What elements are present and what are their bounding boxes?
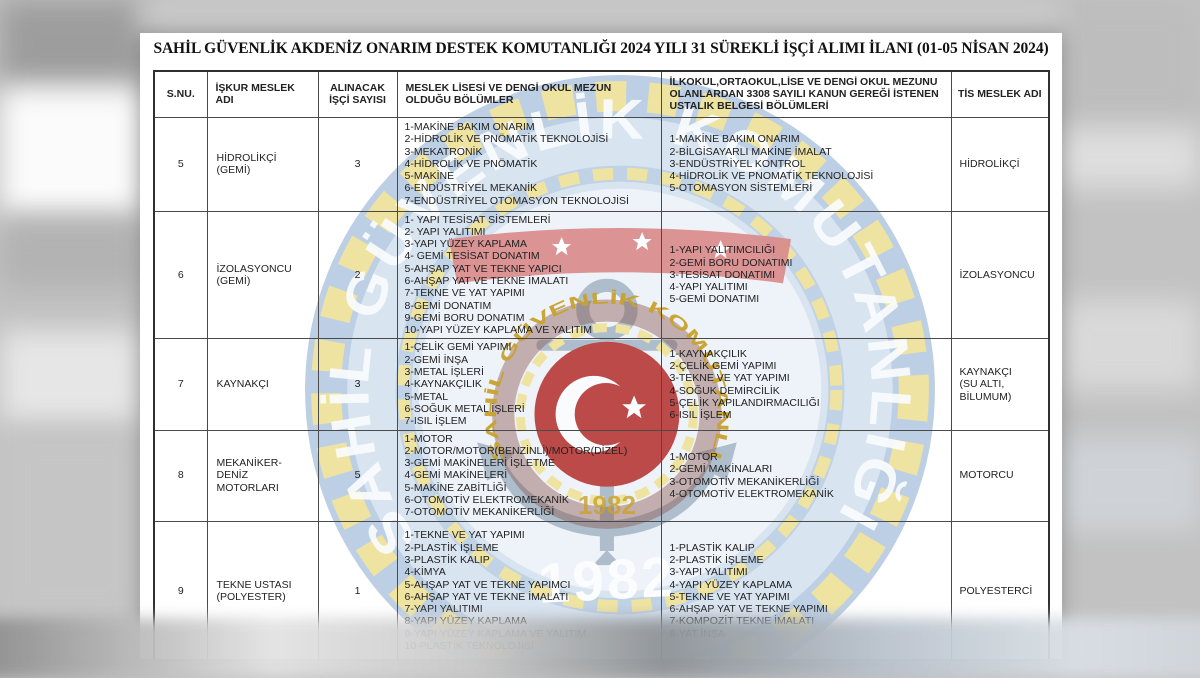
column-header-worker-count: ALINACAK İŞÇİ SAYISI: [317, 70, 398, 118]
worker-count-cell: 3: [317, 116, 398, 212]
table-row: 8 MEKANİKER- DENİZ MOTORLARI 5 1-MOTOR 2…: [153, 429, 1050, 522]
vocational-school-departments-cell: 1-MAKİNE BAKIM ONARIM 2-HİDROLİK VE PNÖM…: [396, 116, 662, 212]
tis-occupation-cell: HİDROLİKÇİ: [950, 116, 1050, 212]
worker-count-cell: 3: [317, 338, 398, 431]
iskur-occupation-cell: HİDROLİKÇİ (GEMİ): [206, 116, 319, 212]
mastery-certificate-departments-cell: 1-MOTOR 2-GEMİ MAKİNALARI 3-OTOMOTİV MEK…: [660, 429, 952, 522]
column-header-vocational-departments: MESLEK LİSESİ VE DENGİ OKUL MEZUN OLDUĞU…: [396, 70, 662, 118]
column-header-iskur-occupation: İŞKUR MESLEK ADI: [206, 70, 319, 118]
header-row: S.NU. İŞKUR MESLEK ADI ALINACAK İŞÇİ SAY…: [153, 70, 1050, 118]
mastery-certificate-departments-cell: 1-YAPI YALITIMCILIĞI 2-GEMİ BORU DONATIM…: [660, 210, 952, 340]
job-listing-table: S.NU. İŞKUR MESLEK ADI ALINACAK İŞÇİ SAY…: [153, 70, 1050, 659]
column-header-sno: S.NU.: [153, 70, 208, 118]
iskur-occupation-cell: İZOLASYONCU (GEMİ): [206, 210, 319, 340]
iskur-occupation-cell: KAYNAKÇI: [206, 338, 319, 431]
table-row: 7 KAYNAKÇI 3 1-ÇELİK GEMİ YAPIMI 2-GEMİ …: [153, 338, 1050, 431]
mastery-certificate-departments-cell: 1-MAKİNE BAKIM ONARIM 2-BİLGİSAYARLI MAK…: [660, 116, 952, 212]
tis-occupation-cell: İZOLASYONCU: [950, 210, 1050, 340]
announcement-title: SAHİL GÜVENLİK AKDENİZ ONARIM DESTEK KOM…: [153, 40, 1049, 57]
worker-count-cell: 2: [317, 210, 398, 340]
column-header-mastery-departments: İLKOKUL,ORTAOKUL,LİSE VE DENGİ OKUL MEZU…: [660, 70, 952, 118]
tis-occupation-cell: MOTORCU: [950, 429, 1050, 522]
table-row: 6 İZOLASYONCU (GEMİ) 2 1- YAPI TESİSAT S…: [153, 210, 1050, 340]
iskur-occupation-cell: MEKANİKER- DENİZ MOTORLARI: [206, 429, 319, 522]
serial-number-cell: 5: [153, 116, 208, 212]
tis-occupation-cell: KAYNAKÇI (SU ALTI, BİLUMUM): [950, 338, 1050, 431]
vocational-school-departments-cell: 1-MOTOR 2-MOTOR/MOTOR(BENZİNLİ)/MOTOR(Dİ…: [396, 429, 662, 522]
serial-number-cell: 6: [153, 210, 208, 340]
worker-count-cell: 5: [317, 429, 398, 522]
column-header-tis-occupation: TİS MESLEK ADI: [950, 70, 1050, 118]
mastery-certificate-departments-cell: 1-KAYNAKÇILIK 2-ÇELİK GEMİ YAPIMI 3-TEKN…: [660, 338, 952, 431]
serial-number-cell: 7: [153, 338, 208, 431]
vocational-school-departments-cell: 1-ÇELİK GEMİ YAPIMI 2-GEMİ İNŞA 3-METAL …: [396, 338, 662, 431]
bottom-blur-band: [0, 618, 1200, 678]
serial-number-cell: 8: [153, 429, 208, 522]
document-sheet: SAHİL GÜVENLİK KOMUTANLIĞI SAHİL GÜVENLİ…: [140, 33, 1062, 659]
vocational-school-departments-cell: 1- YAPI TESİSAT SİSTEMLERİ 2- YAPI YALIT…: [396, 210, 662, 340]
table-row: 5 HİDROLİKÇİ (GEMİ) 3 1-MAKİNE BAKIM ONA…: [153, 116, 1050, 212]
